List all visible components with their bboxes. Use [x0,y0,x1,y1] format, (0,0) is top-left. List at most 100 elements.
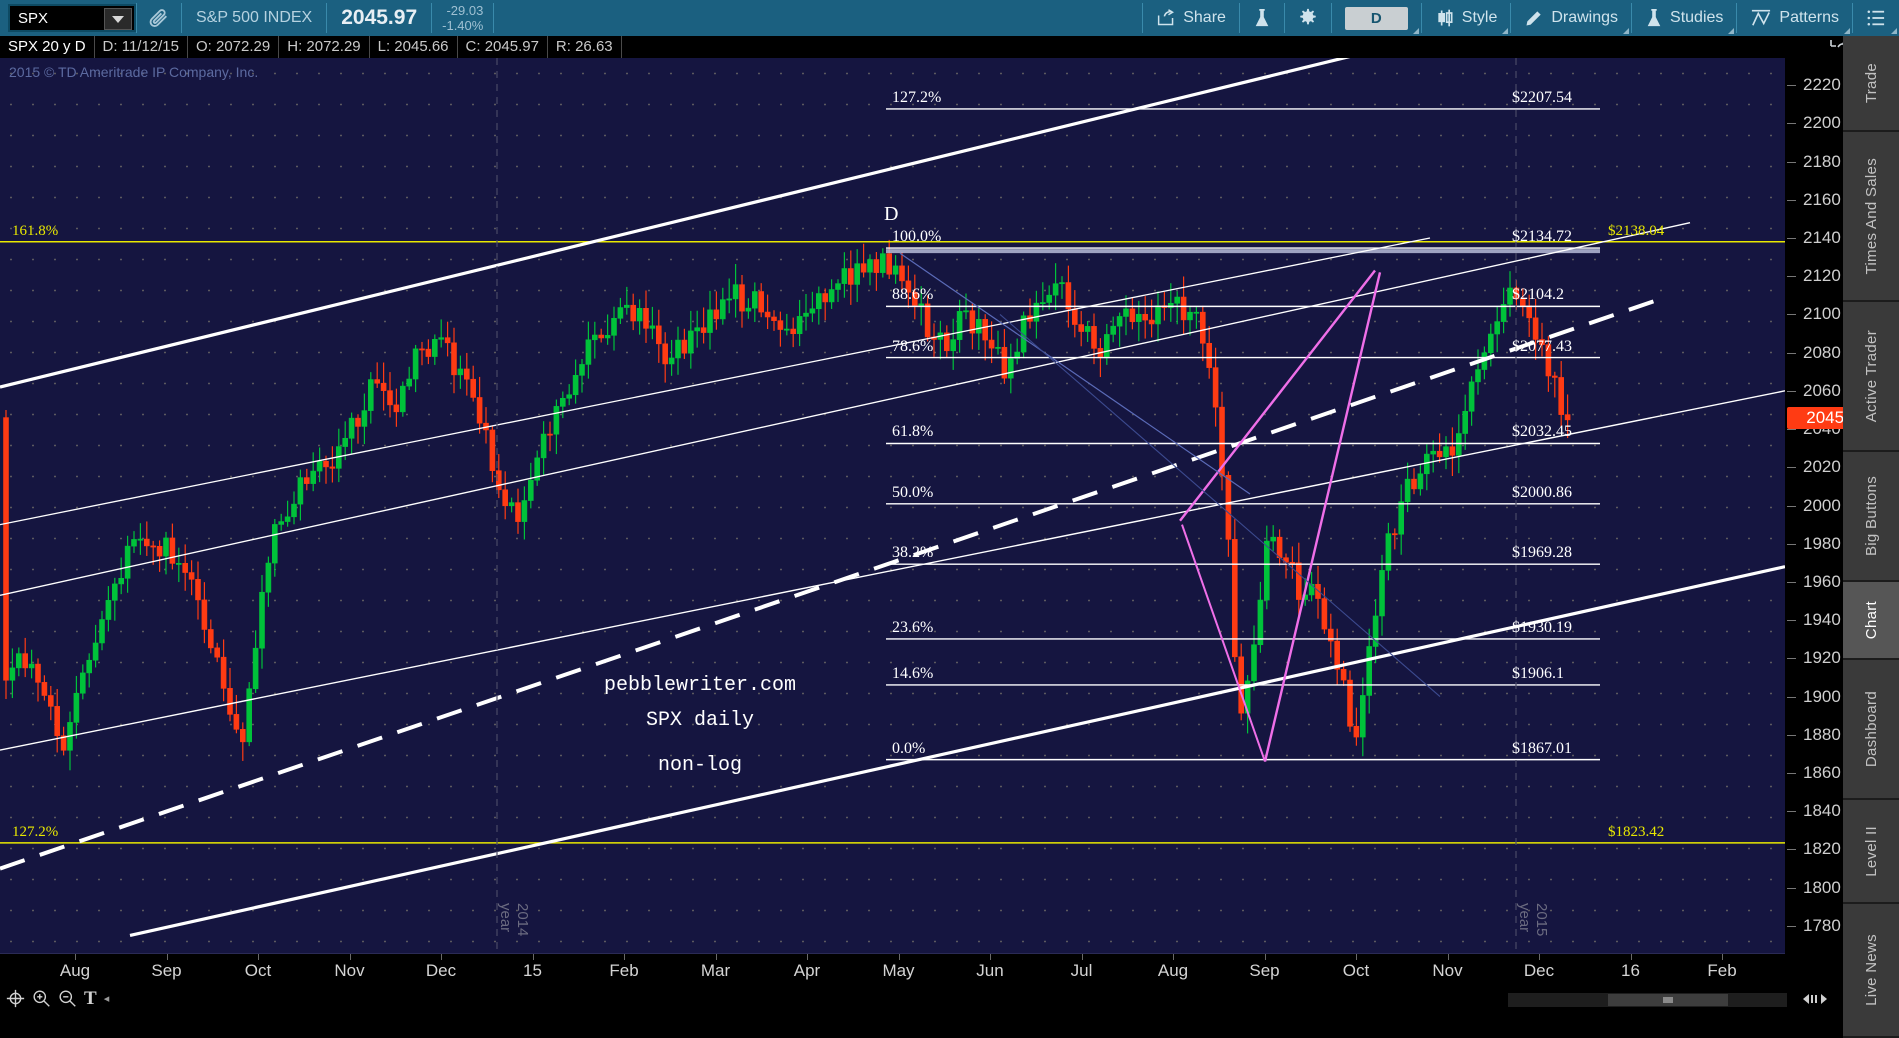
price-tick-mark [1787,620,1796,622]
price-tick-label: 2000 [1803,495,1841,515]
settings-button[interactable] [1285,0,1331,36]
crosshair-icon[interactable] [6,989,25,1008]
price-tick-mark [1787,734,1796,736]
price-tick-label: 2220 [1803,75,1841,95]
price-tick-label: 1780 [1803,915,1841,935]
price-tick-label: 1980 [1803,533,1841,553]
change-absolute: -29.03 [446,3,484,18]
price-tick-label: 1940 [1803,610,1841,630]
scrollbar-grip-icon [1663,997,1673,1003]
time-tick-mark [441,954,442,960]
pencil-icon [1526,11,1542,26]
time-tick-mark [807,954,808,960]
sidebar-tab-trade[interactable]: Trade [1843,36,1899,132]
price-tick-label: 2080 [1803,342,1841,362]
studies-flask-button[interactable] [1240,0,1284,36]
symbol-input[interactable] [10,9,102,27]
price-tick-label: 1860 [1803,763,1841,783]
symbol-dropdown-button[interactable] [104,8,132,30]
studies-label: Studies [1670,9,1724,26]
divider [181,3,182,33]
time-axis[interactable]: Aug Sep Oct Nov Dec 15 Feb Mar Apr May Jun Jul Aug Se… [0,953,1785,986]
price-tick-mark [1787,773,1796,775]
time-tick-mark [166,954,168,960]
degree-marker: D [884,203,899,225]
fib-percent-label: 23.6% [892,618,934,636]
patterns-label: Patterns [1779,9,1839,26]
sidebar-tab-label: Times And Sales [1862,157,1880,275]
flask-icon [1255,9,1269,27]
time-tick-label: Nov [334,961,365,980]
time-tick-mark [532,954,534,960]
price-tick-label: 2120 [1803,266,1841,286]
price-tick-mark [1787,505,1796,507]
price-tick-mark [1787,314,1796,316]
time-tick-label: Nov [1432,961,1463,980]
share-button[interactable]: Share [1143,0,1239,36]
price-tick-mark [1787,696,1796,698]
chart-plot [0,58,1785,953]
watermark-line-3: non-log [657,754,742,777]
time-tick-mark [624,954,625,960]
divider [1510,3,1512,33]
sidebar-tab-label: Trade [1862,62,1880,104]
symbol-input-wrapper[interactable] [8,4,136,32]
style-button[interactable]: Style [1422,0,1511,36]
pattern-icon [1752,9,1771,26]
studies-button[interactable]: Studies [1632,0,1736,36]
price-tick-label: 2200 [1803,113,1841,133]
price-tick-mark [1787,276,1796,278]
price-chart-canvas[interactable]: 2015 © TD Ameritrade IP Company, Inc. D … [0,58,1785,953]
info-high: H: 2072.29 [279,36,370,58]
divider [1631,3,1633,33]
sidebar-tab-level-ii[interactable]: Level II [1843,800,1899,904]
candlestick-icon [1438,9,1453,27]
sidebar-tab-label: Chart [1862,600,1880,640]
drawings-button[interactable]: Drawings [1511,0,1631,36]
sidebar-tab-chart[interactable]: Chart [1843,582,1899,660]
toolbar-right-group: Share D Style [1142,0,1899,36]
menu-button[interactable] [1853,0,1899,36]
divider [326,3,328,33]
more-tools-icon[interactable]: ◂ [103,993,110,1005]
hamburger-menu-icon [1867,10,1885,26]
sidebar-tab-live-news[interactable]: Live News [1843,904,1899,1038]
price-tick-mark [1787,161,1796,163]
price-tick-label: 1820 [1803,839,1841,859]
timeframe-label: D [1344,6,1408,30]
time-tick-mark [1356,954,1357,960]
divider [1330,3,1332,33]
patterns-button[interactable]: Patterns [1737,0,1852,36]
sidebar-tab-label: Level II [1862,825,1880,877]
sidebar-tab-active-trader[interactable]: Active Trader [1843,302,1899,452]
sidebar-tab-big-buttons[interactable]: Big Buttons [1843,452,1899,582]
divider [1142,3,1144,33]
fib-price-label: $2104.2 [1512,286,1564,304]
time-tick-label: Feb [1707,961,1737,980]
time-tick-label: Oct [244,961,272,980]
sidebar-tab-dashboard[interactable]: Dashboard [1843,660,1899,800]
price-tick-label: 2140 [1803,227,1841,247]
horizontal-scrollbar[interactable] [1508,993,1808,1007]
timeframe-button[interactable]: D [1332,0,1421,36]
sidebar-tab-times-and-sales[interactable]: Times And Sales [1843,132,1899,302]
price-tick-label: 2100 [1803,304,1841,324]
price-tick-label: 1800 [1803,877,1841,897]
attachment-icon[interactable] [137,0,181,36]
price-tick-mark [1787,85,1796,87]
time-tick-label: Mar [700,961,731,980]
text-tool-icon[interactable]: T [84,987,97,1009]
fib-percent-label: 88.6% [892,286,934,304]
zoom-out-icon[interactable] [58,989,77,1008]
sidebar-collapse-button[interactable] [1787,986,1843,1011]
zoom-in-icon[interactable] [32,989,51,1008]
corner-arrow-icon [1844,28,1850,34]
fib-percent-label: 78.6% [892,337,934,355]
sidebar-tab-label: Dashboard [1862,690,1880,768]
time-tick-label: Sep [151,961,182,980]
fib-price-label: $1867.01 [1512,739,1572,757]
year-marker-2015: 2015 year [1516,903,1550,937]
price-tick-mark [1787,658,1796,660]
time-tick-label: Aug [59,961,91,980]
price-tick-label: 2180 [1803,151,1841,171]
